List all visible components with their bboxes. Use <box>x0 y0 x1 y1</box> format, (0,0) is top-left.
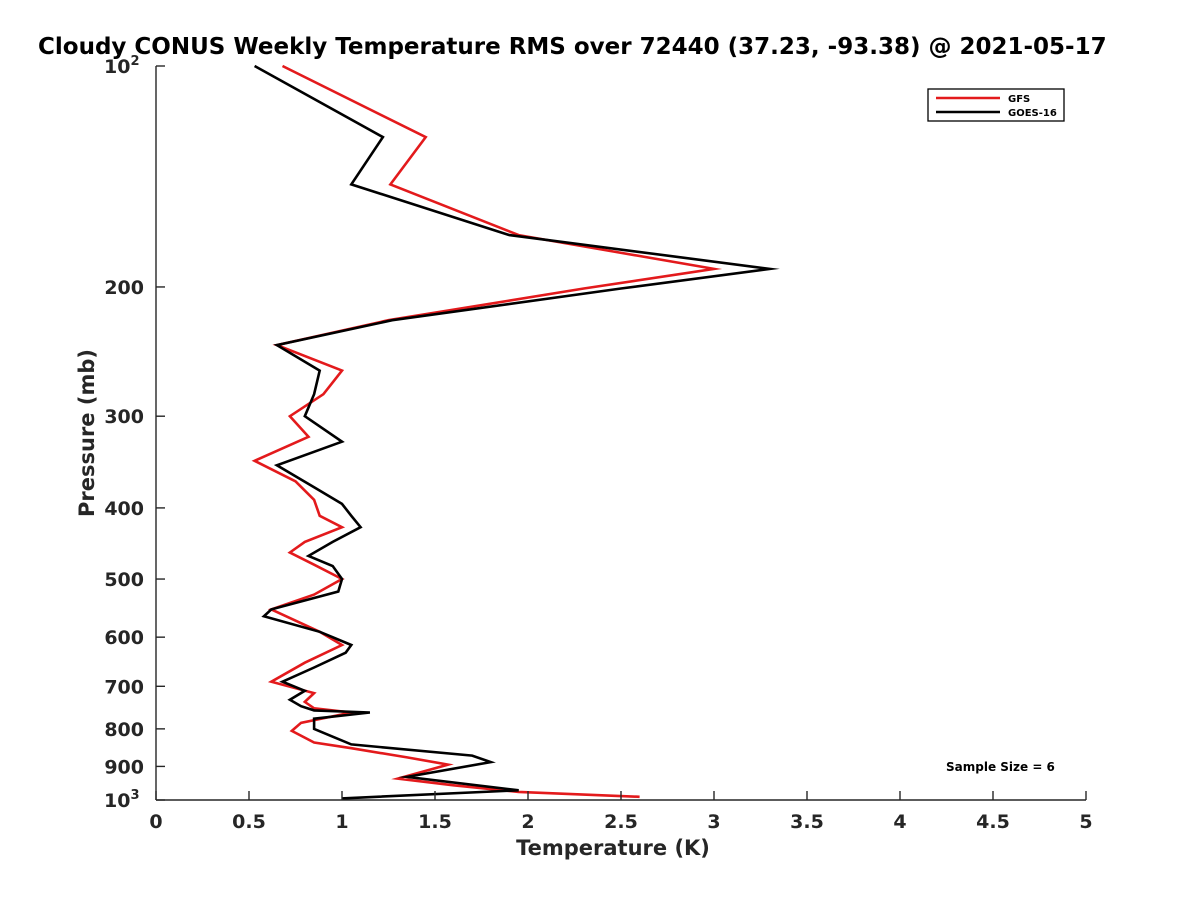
y-tick-label: 200 <box>104 277 144 299</box>
y-tick-label: 102 <box>104 54 140 78</box>
y-tick-label: 103 <box>104 788 140 812</box>
series-layer <box>251 64 780 800</box>
y-axis-label: Pressure (mb) <box>75 349 99 517</box>
x-axis-label: Temperature (K) <box>516 836 710 860</box>
y-tick-label: 500 <box>104 569 144 591</box>
x-tick-label: 4 <box>893 811 906 833</box>
legend-box <box>927 88 1065 122</box>
x-tick-label: 0.5 <box>232 811 266 833</box>
x-tick-label: 3.5 <box>790 811 824 833</box>
x-tick-label: 1 <box>335 811 348 833</box>
x-tick-label: 4.5 <box>976 811 1010 833</box>
axes: 0 0.5 1 1.5 2 2.5 3 3.5 4 4.5 5 102 200 300 400 500 600 7… <box>104 54 1093 833</box>
x-tick-label: 0 <box>149 811 162 833</box>
legend: GFS GOES-16 <box>927 88 1065 122</box>
series-line-goes-16 <box>253 64 780 800</box>
y-tick-label: 300 <box>104 406 144 428</box>
y-tick-label: 800 <box>104 719 144 741</box>
y-tick-label: 400 <box>104 498 144 520</box>
chart-title: Cloudy CONUS Weekly Temperature RMS over… <box>38 34 1107 60</box>
legend-entry: GFS <box>1008 94 1030 105</box>
x-tick-label: 1.5 <box>418 811 452 833</box>
series-line-gfs <box>251 64 723 799</box>
x-tick-label: 5 <box>1079 811 1092 833</box>
sample-size-annotation: Sample Size = 6 <box>946 760 1055 774</box>
y-tick-label: 700 <box>104 676 144 698</box>
x-tick-label: 2 <box>521 811 534 833</box>
legend-entry: GOES-16 <box>1008 108 1057 119</box>
x-tick-label: 3 <box>707 811 720 833</box>
y-tick-label: 600 <box>104 627 144 649</box>
y-tick-label: 900 <box>104 756 144 778</box>
x-tick-label: 2.5 <box>604 811 638 833</box>
